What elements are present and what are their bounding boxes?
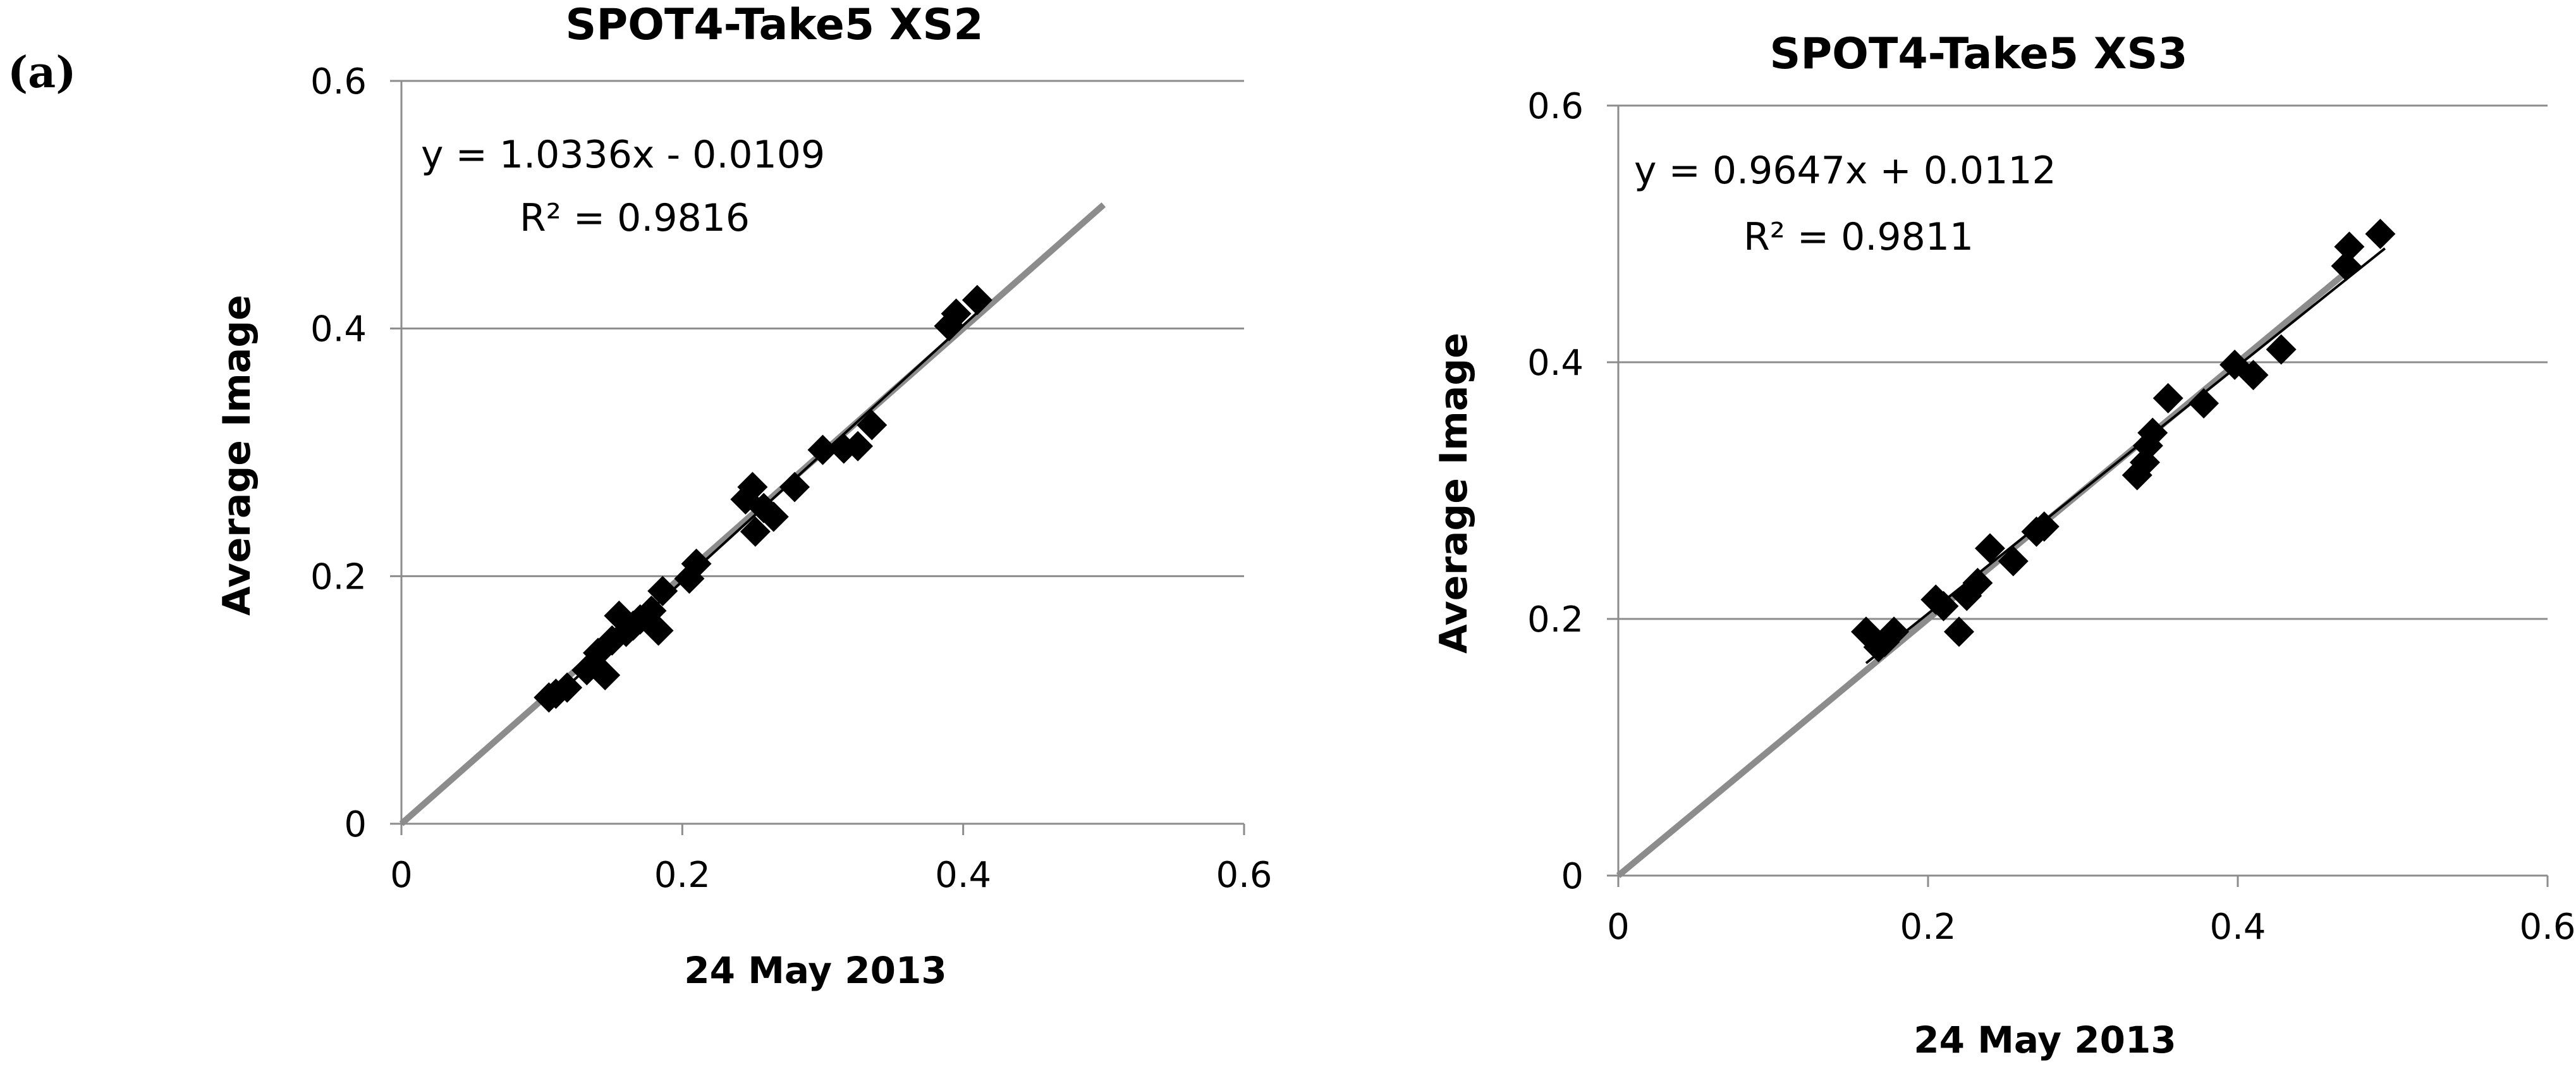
tick-labels: 0 0.2 0.4 0.6 0 0.2 0.4 0.6 (1527, 86, 2576, 948)
chart-xs2: SPOT4-Take5 XS2 0 0.2 0.4 0.6 0 0.2 0.4 0.6 y =… (215, 0, 1273, 992)
x-tick-label: 0.2 (1900, 907, 1956, 948)
x-tick-label: 0 (390, 855, 413, 896)
data-point (2238, 360, 2269, 391)
data-point (1928, 590, 1959, 621)
one-to-one-line (1616, 263, 2356, 878)
data-point (2137, 417, 2168, 448)
regression-line (1865, 247, 2386, 664)
regression-segment (1865, 247, 2386, 664)
axes (1607, 104, 2549, 887)
data-point (2331, 250, 2362, 281)
data-point (2188, 388, 2219, 419)
x-tick-label: 0.4 (935, 855, 991, 896)
data-point (807, 434, 838, 465)
y-axis-label: Average Image (215, 295, 259, 616)
y-tick-label: 0 (344, 804, 367, 845)
data-point (1975, 533, 2005, 564)
data-point (552, 672, 583, 703)
regression-equation: y = 1.0336x - 0.0109 (421, 133, 825, 177)
y-tick-label: 0 (1561, 856, 1584, 897)
gridlines (1618, 104, 2548, 620)
r-squared: R² = 0.9811 (1743, 215, 1974, 259)
y-tick-label: 0.4 (310, 309, 367, 350)
data-point (681, 548, 712, 579)
data-point (647, 575, 678, 606)
gridlines (401, 80, 1244, 577)
data-point (843, 431, 874, 462)
data-point (740, 516, 771, 547)
data-point (737, 472, 768, 503)
data-point (1962, 568, 1993, 599)
one-to-one-segment (399, 202, 1106, 826)
x-axis-label: 24 May 2013 (684, 949, 946, 992)
x-tick-label: 0 (1607, 907, 1630, 948)
chart-title: SPOT4-Take5 XS2 (565, 0, 983, 50)
data-points (1851, 219, 2396, 663)
data-point (2266, 334, 2297, 365)
chart-xs3: SPOT4-Take5 XS3 0 0.2 0.4 0.6 0 0.2 0.4 0.6 y =… (1432, 29, 2576, 1061)
x-tick-label: 0.2 (654, 855, 711, 896)
data-point (2029, 511, 2060, 542)
regression-equation: y = 0.9647x + 0.0112 (1634, 149, 2056, 193)
data-point (2365, 219, 2396, 249)
data-point (941, 298, 972, 329)
data-point (590, 660, 621, 690)
data-point (758, 501, 789, 532)
data-point (1944, 616, 1974, 647)
data-point (779, 472, 810, 503)
r-squared: R² = 0.9816 (520, 196, 750, 240)
x-tick-label: 0.4 (2209, 907, 2266, 948)
data-point (2152, 382, 2183, 413)
data-point (643, 615, 674, 646)
one-to-one-segment (1616, 263, 2356, 878)
axes (390, 80, 1245, 835)
one-to-one-line (399, 202, 1106, 826)
y-tick-label: 0.4 (1527, 343, 1584, 384)
x-axis-label: 24 May 2013 (1914, 1018, 2176, 1061)
data-points (534, 284, 992, 713)
data-point (1998, 546, 2029, 577)
panel-label: (a) (8, 47, 76, 98)
y-axis-label: Average Image (1432, 333, 1476, 654)
data-point (961, 284, 992, 315)
y-tick-label: 0.2 (310, 556, 367, 597)
tick-labels: 0 0.2 0.4 0.6 0 0.2 0.4 0.6 (310, 61, 1273, 896)
data-point (857, 410, 888, 441)
x-tick-label: 0.6 (1216, 855, 1272, 896)
y-tick-label: 0.6 (310, 61, 367, 102)
y-tick-label: 0.6 (1527, 86, 1584, 127)
y-tick-label: 0.2 (1527, 599, 1584, 640)
data-point (1879, 616, 1910, 647)
data-point (2334, 231, 2365, 262)
chart-title: SPOT4-Take5 XS3 (1769, 29, 2187, 79)
x-tick-label: 0.6 (2519, 907, 2575, 948)
